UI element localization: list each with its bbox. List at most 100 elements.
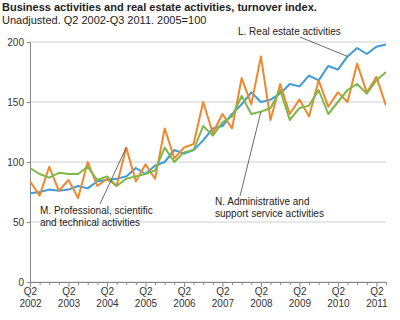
x-tick: Q22007	[212, 282, 235, 309]
y-tick-mark	[27, 42, 30, 43]
x-tick	[386, 282, 387, 285]
leader-line	[300, 37, 348, 56]
x-tick-label: Q22010	[327, 286, 350, 309]
x-tick-label: Q22002	[19, 286, 42, 309]
x-tick	[319, 282, 320, 285]
x-tick	[203, 282, 204, 285]
x-tick	[232, 282, 233, 285]
x-tick: Q22002	[19, 282, 42, 309]
x-tick-mark	[49, 282, 50, 285]
x-tick	[165, 282, 166, 285]
x-tick	[367, 282, 368, 285]
y-axis-line	[27, 43, 31, 283]
y-tick-mark	[27, 282, 30, 283]
y-tick-mark	[27, 162, 30, 163]
x-tick-label: Q22003	[58, 286, 81, 309]
x-tick: Q22011	[366, 282, 388, 309]
x-tick	[78, 282, 79, 285]
x-tick-label: Q22011	[366, 286, 388, 309]
x-tick-label: Q22004	[96, 286, 119, 309]
x-tick	[40, 282, 41, 285]
x-tick-mark	[386, 282, 387, 285]
x-tick	[126, 282, 127, 285]
plot-area	[30, 44, 386, 198]
x-tick: Q22008	[250, 282, 273, 309]
series-label: M. Professional, scientificand technical…	[40, 205, 153, 228]
subtitle: Unadjusted. Q2 2002-Q3 2011. 2005=100	[2, 14, 206, 26]
x-tick-mark	[280, 282, 281, 285]
x-tick-label: Q22008	[250, 286, 273, 309]
x-tick-label: Q22009	[289, 286, 312, 309]
x-tick	[213, 282, 214, 285]
x-tick	[49, 282, 50, 285]
x-tick	[155, 282, 156, 285]
x-tick-mark	[97, 282, 98, 285]
x-tick: Q22004	[96, 282, 119, 309]
x-tick	[251, 282, 252, 285]
series-label: L. Real estate activities	[238, 26, 341, 37]
x-tick-mark	[319, 282, 320, 285]
y-tick-label: 100	[7, 157, 24, 168]
x-tick-mark	[117, 282, 118, 285]
grid-line	[30, 162, 386, 163]
y-tick: 50	[13, 217, 30, 228]
y-tick-label: 50	[13, 217, 25, 228]
y-tick: 150	[7, 97, 30, 108]
x-axis-line	[31, 283, 387, 286]
x-tick-mark	[165, 282, 166, 285]
x-tick	[280, 282, 281, 285]
x-tick	[117, 282, 118, 285]
x-tick: Q22005	[135, 282, 158, 309]
x-tick	[348, 282, 349, 285]
title: Business activities and real estate acti…	[2, 1, 317, 13]
grid	[30, 42, 386, 282]
y-tick-label: 150	[7, 97, 24, 108]
x-tick	[59, 282, 60, 285]
x-tick	[136, 282, 137, 285]
x-tick-mark	[348, 282, 349, 285]
x-tick: Q22003	[58, 282, 81, 309]
x-tick-mark	[367, 282, 368, 285]
x-tick-mark	[328, 282, 329, 285]
x-tick-mark	[194, 282, 195, 285]
x-tick-label: Q22007	[212, 286, 235, 309]
x-tick-label: Q22005	[135, 286, 158, 309]
x-tick	[328, 282, 329, 285]
x-tick-mark	[203, 282, 204, 285]
x-tick-mark	[290, 282, 291, 285]
x-tick	[174, 282, 175, 285]
x-tick	[88, 282, 89, 285]
x-tick-mark	[40, 282, 41, 285]
x-tick-mark	[155, 282, 156, 285]
series-labels: L. Real estate activities M. Professional…	[40, 26, 348, 228]
x-tick-mark	[232, 282, 233, 285]
x-tick	[357, 282, 358, 285]
x-tick-label: Q22006	[173, 286, 196, 309]
x-tick	[242, 282, 243, 285]
y-tick-mark	[27, 102, 30, 103]
series-line	[30, 56, 386, 198]
x-tick-mark	[88, 282, 89, 285]
x-tick-mark	[136, 282, 137, 285]
x-tick-mark	[78, 282, 79, 285]
y-tick: 200	[7, 37, 30, 48]
x-tick-mark	[357, 282, 358, 285]
y-tick-label: 200	[7, 37, 24, 48]
x-tick	[194, 282, 195, 285]
x-tick-mark	[126, 282, 127, 285]
leader-line	[240, 112, 261, 196]
x-tick: Q22009	[289, 282, 312, 309]
x-tick	[290, 282, 291, 285]
x-tick	[309, 282, 310, 285]
x-tick-mark	[59, 282, 60, 285]
x-tick: Q22010	[327, 282, 350, 309]
y-tick-mark	[27, 222, 30, 223]
chart: Business activities and real estate acti…	[0, 0, 400, 320]
x-tick: Q22006	[173, 282, 196, 309]
x-tick	[97, 282, 98, 285]
x-tick-mark	[271, 282, 272, 285]
x-tick-mark	[251, 282, 252, 285]
leader-line	[100, 148, 126, 204]
x-axis: Q22002 Q22003 Q22004 Q22005 Q22006 Q22007 Q220…	[19, 282, 388, 309]
series-line	[30, 72, 386, 186]
